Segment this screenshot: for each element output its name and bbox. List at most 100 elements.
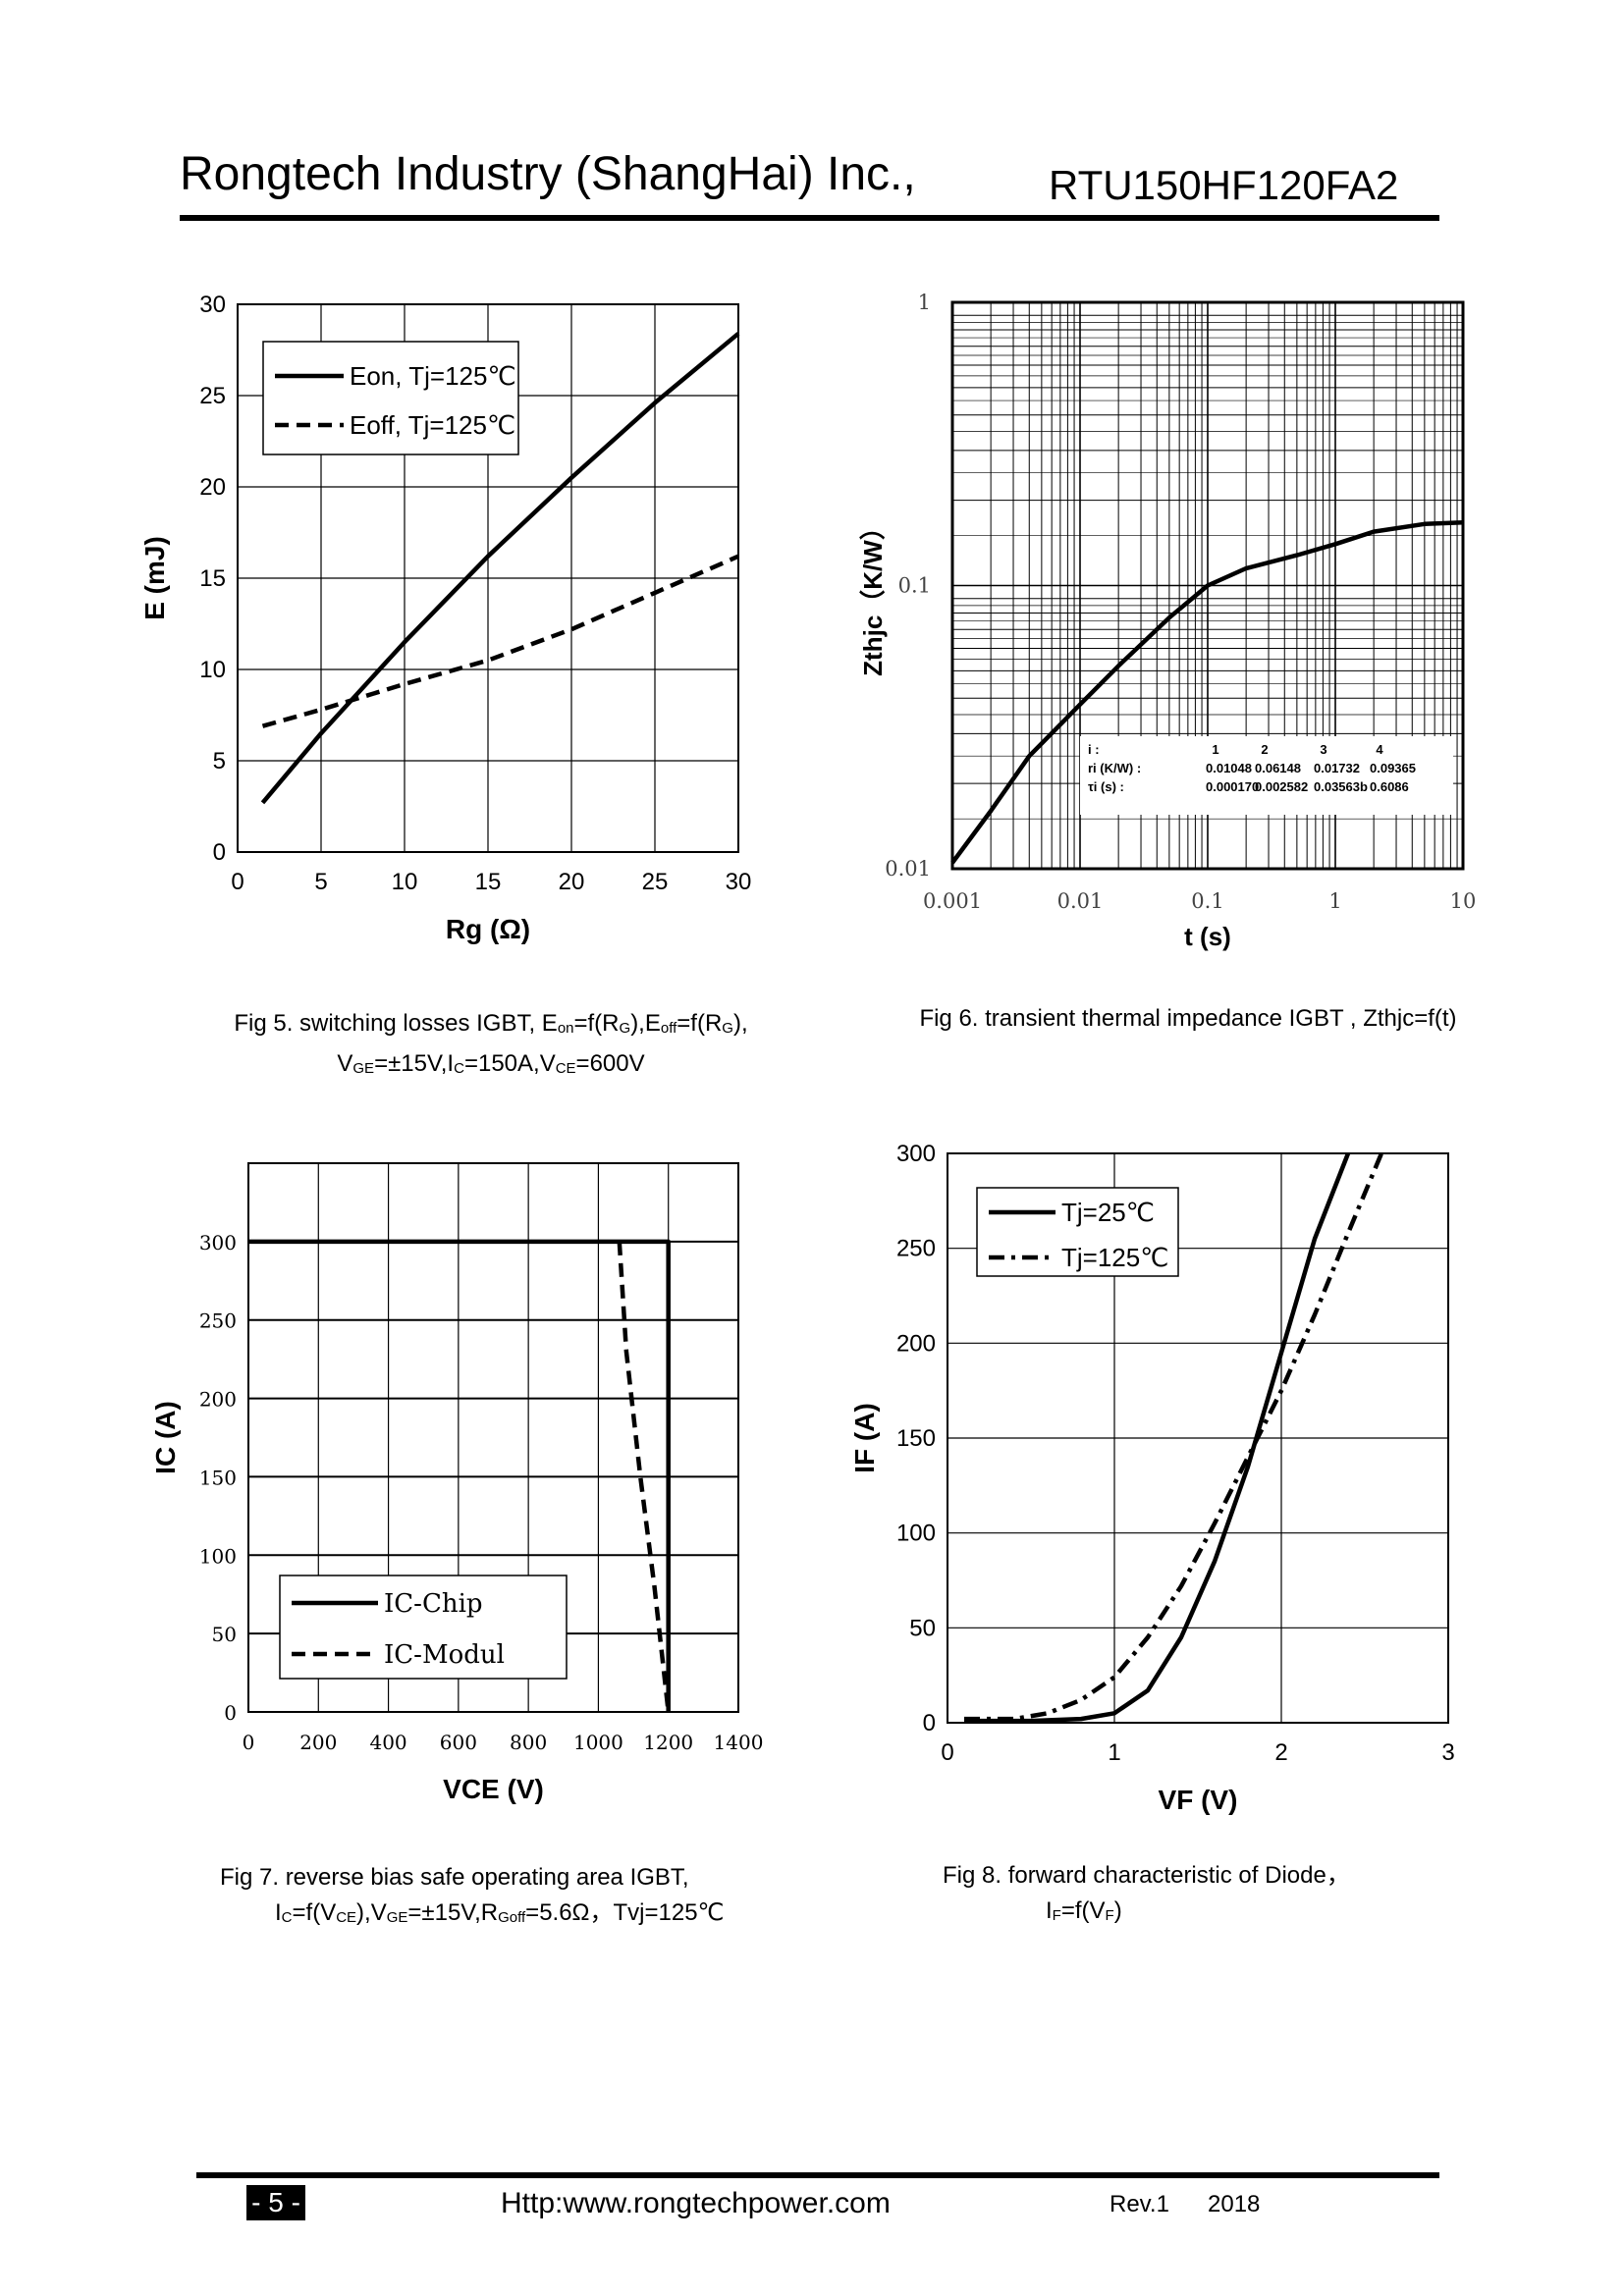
fig5-series-2-line bbox=[261, 554, 739, 728]
fig7-ytick-3: 150 bbox=[199, 1466, 237, 1489]
header-rule bbox=[180, 215, 1439, 221]
fig7-xtick-6: 1200 bbox=[643, 1731, 693, 1754]
fig7-ytick-5: 250 bbox=[199, 1309, 237, 1333]
chart-fig6: 0.001 0.01 0.1 1 10 0.01 0.1 1 t (s) Zthjc（K/W） i … bbox=[844, 285, 1492, 972]
footer-page-number: - 5 - bbox=[246, 2185, 305, 2220]
fig7-ylabel: IC (A) bbox=[150, 1401, 181, 1474]
fig7-series-2-line bbox=[617, 1241, 671, 1713]
caption-fig8-line1: Fig 8. forward characteristic of Diode， bbox=[943, 1862, 1350, 1889]
fig7-series-1-line bbox=[248, 1239, 671, 1712]
fig7-ytick-1: 50 bbox=[212, 1623, 237, 1646]
chart-fig6-svg: 0.001 0.01 0.1 1 10 0.01 0.1 1 t (s) Zthjc（K/W） i … bbox=[858, 291, 1476, 951]
fig7-xtick-0: 0 bbox=[243, 1731, 255, 1754]
fig6-xtick-0: 0.001 bbox=[923, 889, 982, 913]
fig6-table-r1-c3: 0.01732 bbox=[1314, 761, 1360, 775]
chart-fig8-svg: 0 1 2 3 0 50 100 150 200 250 300 VF (V) IF (A) Tj=25℃… bbox=[849, 1141, 1455, 1815]
fig5-xtick-5: 25 bbox=[642, 869, 669, 895]
fig6-table-r1-c2: 0.06148 bbox=[1255, 761, 1301, 775]
fig8-ytick-6: 300 bbox=[896, 1141, 936, 1167]
chart-fig7: 0 200 400 600 800 1000 1200 1400 0 50 100 150 200 250… bbox=[137, 1144, 785, 1821]
fig5-ylabel: E (mJ) bbox=[139, 536, 170, 620]
fig7-xtick-1: 200 bbox=[299, 1731, 337, 1754]
caption-fig7-line2: IC=f(VCE),VGE=±15V,RGoff=5.6Ω，Tvj=125℃ bbox=[275, 1899, 725, 1926]
fig8-xtick-2: 2 bbox=[1274, 1739, 1287, 1766]
fig6-xtick-1: 0.01 bbox=[1057, 889, 1104, 913]
caption-fig6-line1: Fig 6. transient thermal impedance IGBT … bbox=[919, 1005, 1457, 1032]
caption-fig7-line1: Fig 7. reverse bias safe operating area … bbox=[220, 1864, 689, 1891]
chart-fig5: 0 5 10 15 20 25 30 0 5 10 15 20 25 30 Rg (Ω) E (mJ) Eon,… bbox=[137, 285, 766, 972]
fig6-table-r2-c0: τi (s) : bbox=[1088, 779, 1124, 794]
header-part-number: RTU150HF120FA2 bbox=[1049, 162, 1399, 208]
header-company: Rongtech Industry (ShangHai) Inc., bbox=[180, 148, 916, 200]
fig6-ytick-1: 0.1 bbox=[898, 574, 931, 598]
fig5-xtick-1: 5 bbox=[314, 869, 327, 895]
fig7-xtick-3: 600 bbox=[440, 1731, 477, 1754]
fig7-xtick-5: 1000 bbox=[573, 1731, 623, 1754]
fig6-table-r2-c3: 0.03563b bbox=[1314, 779, 1368, 794]
fig8-ytick-4: 200 bbox=[896, 1330, 936, 1357]
fig6-xtick-2: 0.1 bbox=[1191, 889, 1223, 913]
fig8-xlabel: VF (V) bbox=[1159, 1785, 1238, 1815]
fig5-legend-label-2: Eoff, Tj=125℃ bbox=[350, 410, 515, 440]
fig5-legend-label-1: Eon, Tj=125℃ bbox=[350, 361, 516, 391]
fig5-ytick-3: 15 bbox=[199, 565, 226, 592]
fig6-table-r1-c4: 0.09365 bbox=[1370, 761, 1416, 775]
fig5-xtick-0: 0 bbox=[231, 869, 244, 895]
fig6-plot-frame bbox=[950, 300, 1465, 871]
fig8-series-1-line bbox=[964, 1152, 1351, 1724]
fig8-ytick-5: 250 bbox=[896, 1236, 936, 1262]
fig8-plot-frame bbox=[947, 1152, 1449, 1724]
fig8-xtick-1: 1 bbox=[1108, 1739, 1120, 1766]
footer-rule bbox=[196, 2172, 1439, 2178]
fig6-table-r2-c4: 0.6086 bbox=[1370, 779, 1409, 794]
chart-fig7-svg: 0 200 400 600 800 1000 1200 1400 0 50 100 150 200 250… bbox=[150, 1162, 764, 1804]
fig7-ytick-6: 300 bbox=[199, 1231, 237, 1255]
fig6-table-bg bbox=[1080, 736, 1453, 815]
fig8-legend-box bbox=[976, 1187, 1179, 1277]
fig8-ytick-0: 0 bbox=[923, 1710, 936, 1736]
fig6-table-r2-c1: 0.000170 bbox=[1206, 779, 1259, 794]
fig5-ytick-5: 25 bbox=[199, 383, 226, 409]
caption-fig8-line2: IF=f(VF) bbox=[1046, 1897, 1122, 1924]
fig6-table-r1-c0: ri (K/W) : bbox=[1088, 761, 1141, 775]
fig7-plot-frame bbox=[247, 1162, 739, 1713]
fig8-ytick-2: 100 bbox=[896, 1521, 936, 1547]
caption-fig7: Fig 7. reverse bias safe operating area … bbox=[196, 1860, 805, 1936]
fig5-xtick-2: 10 bbox=[392, 869, 418, 895]
fig6-table-r2-c2: 0.002582 bbox=[1255, 779, 1308, 794]
fig6-table-r1-c1: 0.01048 bbox=[1206, 761, 1252, 775]
fig5-series-1-line bbox=[260, 332, 740, 805]
fig5-ytick-2: 10 bbox=[199, 657, 226, 683]
fig5-xlabel: Rg (Ω) bbox=[446, 914, 530, 944]
caption-fig6: Fig 6. transient thermal impedance IGBT … bbox=[884, 1001, 1492, 1037]
fig6-table-r0-c0: i : bbox=[1088, 742, 1100, 757]
caption-fig5-line2: VGE=±15V,IC=150A,VCE=600V bbox=[337, 1050, 645, 1077]
footer-revision: Rev.1 bbox=[1110, 2191, 1169, 2217]
fig5-legend-box bbox=[262, 341, 519, 455]
fig6-ylabel: Zthjc（K/W） bbox=[858, 514, 888, 676]
fig8-legend-label-2: Tj=125℃ bbox=[1061, 1243, 1168, 1272]
footer-url: Http:www.rongtechpower.com bbox=[501, 2187, 891, 2219]
fig7-ytick-0: 0 bbox=[224, 1701, 237, 1725]
fig6-table-r0-c4: 4 bbox=[1376, 742, 1383, 757]
fig6-table-r0-c3: 3 bbox=[1320, 742, 1326, 757]
fig6-table-r0-c1: 1 bbox=[1212, 742, 1218, 757]
fig7-xlabel: VCE (V) bbox=[443, 1774, 544, 1804]
caption-fig5-line1: Fig 5. switching losses IGBT, Eon=f(RG),… bbox=[234, 1010, 748, 1037]
chart-fig8: 0 1 2 3 0 50 100 150 200 250 300 VF (V) IF (A) Tj=25℃… bbox=[825, 1139, 1473, 1826]
caption-fig8: Fig 8. forward characteristic of Diode， … bbox=[943, 1858, 1434, 1934]
fig7-xtick-7: 1400 bbox=[714, 1731, 764, 1754]
fig6-xlabel: t (s) bbox=[1184, 922, 1231, 951]
fig5-xtick-3: 15 bbox=[475, 869, 502, 895]
fig7-legend-label-1: IC-Chip bbox=[384, 1589, 483, 1619]
fig7-xtick-4: 800 bbox=[510, 1731, 547, 1754]
fig7-ytick-4: 200 bbox=[199, 1388, 237, 1412]
fig5-ytick-6: 30 bbox=[199, 292, 226, 318]
fig6-table-r0-c2: 2 bbox=[1261, 742, 1268, 757]
fig6-ytick-0: 0.01 bbox=[885, 857, 931, 881]
caption-fig5: Fig 5. switching losses IGBT, Eon=f(RG),… bbox=[177, 1006, 805, 1087]
fig7-legend-box bbox=[279, 1575, 568, 1680]
fig8-xtick-0: 0 bbox=[941, 1739, 953, 1766]
fig8-legend-label-1: Tj=25℃ bbox=[1061, 1198, 1155, 1227]
fig5-ytick-0: 0 bbox=[213, 839, 226, 866]
